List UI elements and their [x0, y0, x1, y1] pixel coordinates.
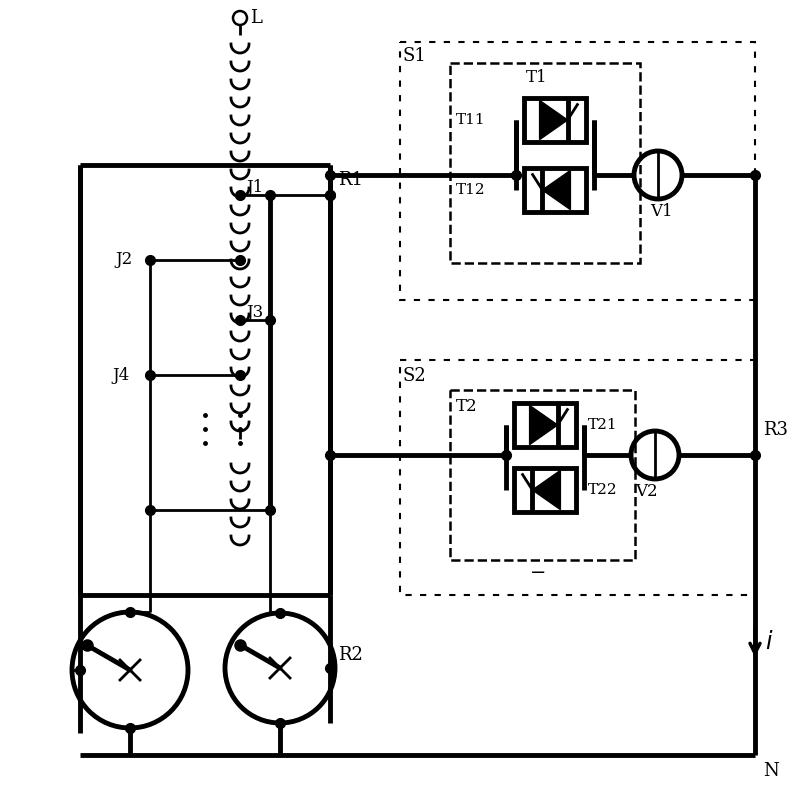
- Polygon shape: [530, 405, 558, 444]
- Text: V1: V1: [650, 203, 673, 220]
- Text: N: N: [763, 762, 778, 780]
- Text: T1: T1: [526, 69, 548, 86]
- Text: $i$: $i$: [765, 631, 774, 654]
- Polygon shape: [533, 470, 560, 510]
- Bar: [400, 360, 755, 595]
- Bar: [514, 403, 576, 448]
- Text: R1: R1: [338, 171, 363, 189]
- Polygon shape: [539, 100, 568, 139]
- Text: J3: J3: [246, 303, 263, 321]
- Text: L: L: [250, 9, 262, 27]
- Bar: [450, 63, 640, 263]
- Text: T2: T2: [456, 397, 478, 414]
- Text: J4: J4: [112, 366, 130, 384]
- Text: T11: T11: [456, 113, 486, 127]
- Text: −: −: [530, 564, 546, 582]
- Text: T21: T21: [588, 418, 618, 432]
- Text: T22: T22: [588, 483, 618, 497]
- Polygon shape: [542, 170, 570, 210]
- Bar: [524, 98, 586, 143]
- Text: T12: T12: [456, 183, 486, 197]
- Text: V2: V2: [635, 482, 658, 500]
- Text: R3: R3: [763, 421, 788, 439]
- Text: S1: S1: [402, 47, 426, 65]
- Text: S2: S2: [402, 367, 426, 385]
- Bar: [400, 42, 755, 300]
- Bar: [450, 390, 635, 560]
- Text: R2: R2: [338, 646, 363, 664]
- Text: J2: J2: [115, 251, 132, 269]
- Bar: [514, 467, 576, 512]
- Bar: [524, 168, 586, 213]
- Text: J1: J1: [246, 179, 263, 195]
